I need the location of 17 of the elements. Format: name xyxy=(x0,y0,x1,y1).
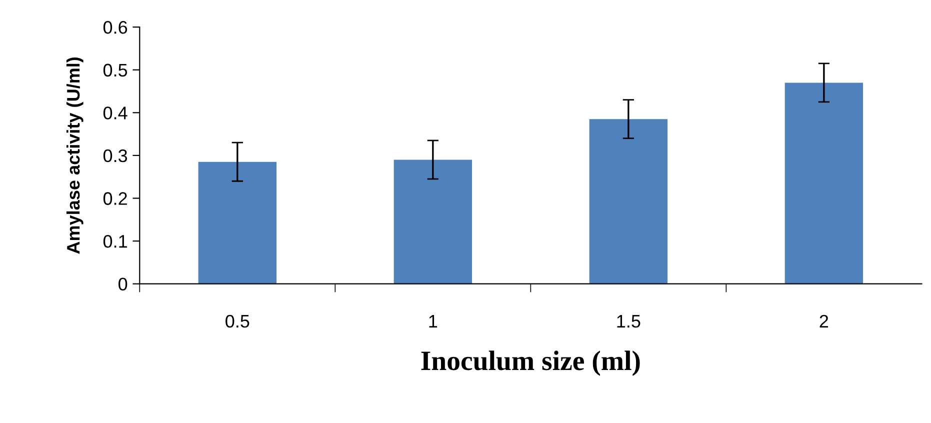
y-tick-label: 0.3 xyxy=(103,149,128,162)
x-tick-label: 1 xyxy=(429,315,438,328)
bar xyxy=(589,119,668,284)
y-tick-label: 0.2 xyxy=(103,192,127,205)
bar xyxy=(784,82,864,284)
y-tick-label: 0.1 xyxy=(103,234,127,248)
y-tick-label: 0.6 xyxy=(103,21,128,34)
y-tick-label: 0.5 xyxy=(103,64,128,77)
x-tick-label: 2 xyxy=(820,314,828,328)
bar xyxy=(198,162,277,284)
x-axis-title: Inoculum size (ml) xyxy=(421,350,640,376)
x-tick-label: 1.5 xyxy=(617,315,640,328)
y-tick-label: 0.4 xyxy=(103,106,128,120)
y-axis-title: Amylase activity (U/ml) xyxy=(66,58,84,254)
bar xyxy=(394,160,472,284)
y-tick-label: 0 xyxy=(118,278,128,291)
x-tick-label: 0.5 xyxy=(226,314,250,328)
